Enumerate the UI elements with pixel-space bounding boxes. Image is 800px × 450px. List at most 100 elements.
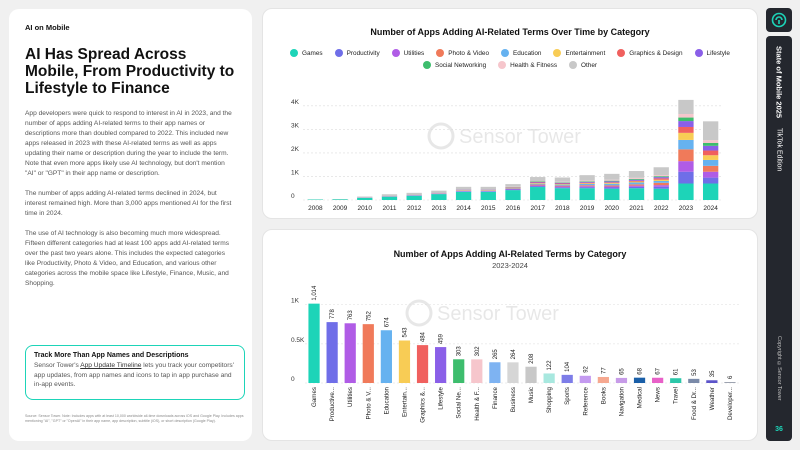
category-bar bbox=[561, 374, 573, 383]
x-tick-label: News bbox=[655, 387, 662, 402]
legend-swatch bbox=[553, 49, 562, 57]
bar-segment bbox=[678, 99, 694, 115]
category-bar bbox=[416, 345, 429, 383]
x-tick-label: 2008 bbox=[308, 205, 323, 212]
data-label: 6 bbox=[728, 375, 734, 379]
bar-segment bbox=[678, 139, 694, 150]
legend-label: Other bbox=[581, 61, 598, 69]
bar-segment bbox=[628, 184, 645, 186]
legend-label: Lifestyle bbox=[706, 49, 730, 57]
legend-swatch bbox=[569, 61, 578, 69]
data-label: 67 bbox=[656, 367, 662, 374]
y-tick-label: 0.5K bbox=[291, 337, 305, 344]
data-label: 53 bbox=[692, 369, 698, 376]
bar-segment bbox=[604, 187, 620, 189]
bar-segment bbox=[505, 184, 521, 187]
data-label: 264 bbox=[511, 349, 517, 360]
bar-segment bbox=[628, 179, 645, 181]
legend-swatch bbox=[290, 49, 299, 57]
data-label: 1,014 bbox=[312, 285, 318, 301]
data-label: 208 bbox=[529, 353, 535, 364]
legend-item: Social Networking bbox=[422, 61, 486, 69]
bar-segment bbox=[505, 189, 521, 191]
x-tick-label: Social Ne... bbox=[456, 387, 463, 419]
bar-segment bbox=[653, 185, 669, 187]
bar-segment bbox=[653, 182, 669, 186]
legend-label: Graphics & Design bbox=[629, 49, 683, 57]
x-tick-label: Reference bbox=[582, 386, 589, 415]
x-tick-label: 2018 bbox=[555, 205, 570, 212]
category-bar bbox=[308, 303, 320, 383]
stacked-chart-title: Number of Apps Adding AI-Related Terms O… bbox=[370, 27, 650, 37]
bar-segment bbox=[628, 182, 645, 185]
data-label: 92 bbox=[583, 365, 589, 372]
bar-segment bbox=[604, 183, 620, 186]
bar-segment bbox=[554, 186, 571, 188]
sensor-tower-watermark: Sensor Tower bbox=[405, 299, 559, 327]
data-label: 104 bbox=[565, 361, 571, 372]
bar-segment bbox=[579, 183, 595, 184]
category-bar bbox=[453, 359, 465, 383]
legend-item: Other bbox=[569, 61, 597, 69]
bar-segment bbox=[579, 175, 595, 181]
paragraph-2: The number of apps adding AI-related ter… bbox=[25, 190, 232, 217]
category-bar bbox=[543, 373, 555, 383]
category-bar bbox=[597, 376, 609, 383]
category-bar bbox=[380, 330, 392, 383]
callout-title: Track More Than App Names and Descriptio… bbox=[34, 352, 189, 359]
bar-segment bbox=[357, 196, 373, 198]
bar-segment bbox=[702, 155, 719, 160]
bar-segment bbox=[455, 186, 472, 190]
app-update-timeline-link[interactable]: App Update Timeline bbox=[80, 362, 142, 369]
bar-segment bbox=[530, 185, 546, 187]
data-label: 484 bbox=[421, 331, 427, 342]
bar-segment bbox=[678, 161, 694, 172]
data-label: 35 bbox=[710, 370, 716, 377]
bar-segment bbox=[604, 181, 620, 183]
bar-segment bbox=[653, 179, 669, 181]
callout-box: Track More Than App Names and Descriptio… bbox=[25, 345, 245, 400]
legend-swatch bbox=[391, 49, 400, 57]
bar-segment bbox=[628, 185, 645, 187]
legend-swatch bbox=[694, 49, 703, 57]
data-label: 302 bbox=[475, 346, 481, 357]
category-bar bbox=[706, 380, 718, 383]
sensor-tower-logo bbox=[766, 8, 792, 32]
x-tick-label: Entertain... bbox=[401, 387, 408, 417]
copyright-text: Copyright ©Sensor Tower bbox=[776, 336, 782, 401]
data-label: 303 bbox=[457, 346, 463, 357]
bar-segment bbox=[653, 167, 669, 176]
bar-segment bbox=[702, 145, 719, 151]
legend-item: Health & Fitness bbox=[498, 61, 557, 69]
category-bar bbox=[579, 375, 591, 383]
bar-segment bbox=[431, 194, 447, 200]
x-tick-label: 2011 bbox=[382, 205, 396, 212]
data-label: 543 bbox=[402, 327, 408, 338]
legend-swatch bbox=[617, 49, 626, 57]
legend-item: Graphics & Design bbox=[617, 49, 683, 57]
callout-pre: Sensor Tower's bbox=[34, 362, 81, 369]
x-tick-label: Music bbox=[528, 387, 535, 403]
x-tick-label: Health & F... bbox=[474, 387, 481, 421]
bar-segment bbox=[653, 177, 669, 179]
category-bar bbox=[362, 324, 374, 383]
category-bar bbox=[326, 322, 338, 383]
legend-label: Utilities bbox=[403, 49, 425, 57]
bar-segment bbox=[678, 126, 694, 133]
bar-segment bbox=[554, 182, 571, 184]
section-label: AI on Mobile bbox=[25, 23, 70, 32]
data-label: 459 bbox=[439, 333, 445, 344]
bar-segment bbox=[628, 178, 645, 180]
bar-segment bbox=[678, 183, 694, 200]
bar-segment bbox=[579, 180, 595, 182]
stacked-bar-chart: Sensor Tower 0 1K 2K 3K 4K 2008 2009 2010 2011 20… bbox=[291, 99, 723, 212]
bar-segment bbox=[702, 159, 719, 166]
legend-label: Education bbox=[513, 49, 542, 57]
x-tick-label: Productive... bbox=[329, 387, 336, 422]
x-tick-label: 2014 bbox=[456, 205, 471, 212]
bar-segment bbox=[702, 140, 719, 143]
x-tick-label: 2022 bbox=[654, 205, 669, 212]
bar-segment bbox=[628, 188, 645, 200]
bar-segment bbox=[628, 180, 645, 182]
category-bar bbox=[471, 359, 483, 383]
